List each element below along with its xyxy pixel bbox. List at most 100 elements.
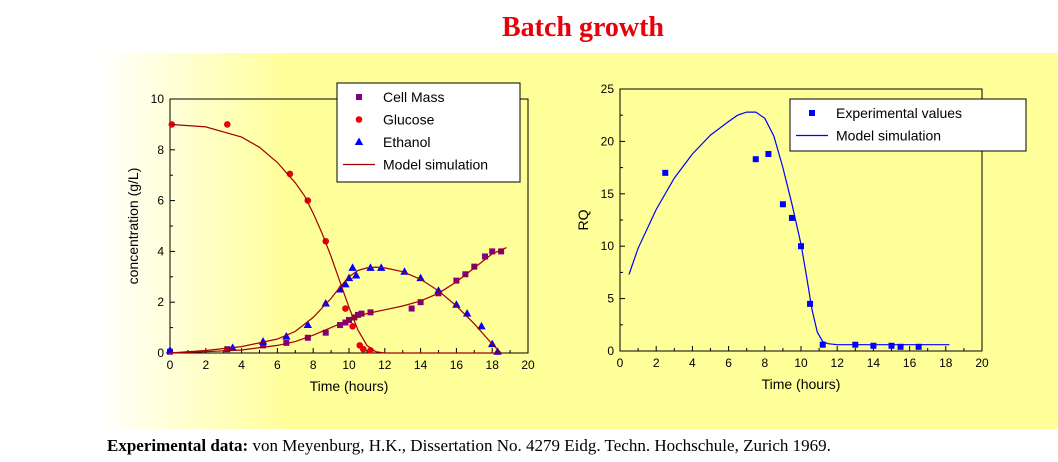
y-tick-label: 8 bbox=[157, 143, 164, 157]
rq-chart: 0 2 4 6 8 10 12 14 16 18 20 0 5 10 15 20 25 Time (hours) R… bbox=[575, 82, 1027, 392]
x-tick-label: 10 bbox=[342, 358, 356, 372]
cell-mass-point bbox=[498, 248, 505, 255]
ethanol-point bbox=[335, 285, 345, 293]
ethanol-point bbox=[452, 300, 461, 308]
cell-mass-point bbox=[489, 248, 496, 255]
glucose-point bbox=[349, 323, 356, 330]
x-axis-label: Time (hours) bbox=[762, 376, 841, 392]
legend-swatch-experimental-values bbox=[809, 110, 815, 116]
x-tick-label: 4 bbox=[689, 356, 696, 370]
experimental-values-point bbox=[870, 342, 877, 349]
x-tick-label: 14 bbox=[414, 358, 428, 372]
ethanol-point bbox=[165, 345, 175, 354]
chart-panel: 0 2 4 6 8 10 12 14 16 18 20 0 2 4 6 8 10 Time (hours) conc… bbox=[97, 53, 1058, 429]
experimental-values-point bbox=[819, 341, 826, 348]
y-tick-label: 4 bbox=[157, 244, 164, 258]
x-tick-label: 8 bbox=[310, 358, 317, 372]
legend-label-experimental-values: Experimental values bbox=[836, 105, 962, 121]
concentration-chart: 0 2 4 6 8 10 12 14 16 18 20 0 2 4 6 8 10 Time (hours) conc… bbox=[125, 82, 535, 394]
legend-label-model-simulation: Model simulation bbox=[836, 128, 941, 144]
experimental-values-point bbox=[779, 201, 786, 208]
x-tick-label: 0 bbox=[617, 356, 624, 370]
footer-text: von Meyenburg, H.K., Dissertation No. 42… bbox=[252, 436, 831, 455]
legend-label-ethanol: Ethanol bbox=[383, 134, 430, 150]
cell-mass-point bbox=[342, 319, 349, 326]
y-tick-label: 2 bbox=[157, 295, 164, 309]
x-tick-label: 6 bbox=[725, 356, 732, 370]
footer-citation: Experimental data: von Meyenburg, H.K., … bbox=[107, 436, 831, 456]
x-tick-label: 18 bbox=[939, 356, 953, 370]
x-tick-label: 16 bbox=[903, 356, 917, 370]
x-tick-label: 18 bbox=[486, 358, 500, 372]
x-tick-label: 12 bbox=[831, 356, 845, 370]
x-tick-label: 8 bbox=[761, 356, 768, 370]
x-tick-label: 4 bbox=[238, 358, 245, 372]
y-tick-label: 25 bbox=[601, 82, 615, 96]
x-tick-label: 20 bbox=[975, 356, 989, 370]
experimental-values-point bbox=[888, 342, 895, 349]
ethanol-point bbox=[341, 279, 350, 288]
x-tick-label: 2 bbox=[202, 358, 209, 372]
y-tick-label: 6 bbox=[157, 194, 164, 208]
experimental-values-point bbox=[752, 156, 759, 163]
x-tick-label: 20 bbox=[521, 358, 535, 372]
experimental-values-point bbox=[807, 300, 814, 307]
cell-mass-point bbox=[471, 263, 478, 270]
ethanol-point bbox=[351, 271, 361, 279]
ethanol-point bbox=[416, 273, 425, 282]
x-tick-label: 10 bbox=[794, 356, 808, 370]
x-tick-label: 12 bbox=[378, 358, 392, 372]
cell-mass-point bbox=[304, 334, 311, 341]
cell-mass-point bbox=[453, 277, 460, 284]
model-simulation-curve bbox=[628, 111, 950, 346]
y-axis-label: RQ bbox=[575, 209, 591, 230]
cell-mass-point bbox=[337, 322, 344, 329]
legend-label-model-simulation: Model simulation bbox=[383, 157, 488, 173]
cell-mass-point bbox=[354, 311, 361, 318]
page-title: Batch growth bbox=[501, 12, 665, 43]
y-tick-label: 10 bbox=[601, 239, 615, 253]
cell-mass-point bbox=[260, 342, 267, 349]
experimental-values-point bbox=[897, 343, 904, 350]
cell-mass-point bbox=[283, 339, 290, 346]
y-tick-label: 0 bbox=[607, 344, 614, 358]
model-simulation-curve bbox=[169, 247, 507, 354]
y-axis-label: concentration (g/L) bbox=[125, 168, 141, 285]
x-tick-label: 0 bbox=[167, 358, 174, 372]
x-tick-label: 16 bbox=[450, 358, 464, 372]
legend-swatch-cell-mass bbox=[356, 94, 362, 100]
ethanol-point bbox=[477, 321, 486, 330]
cell-mass-point bbox=[408, 305, 415, 312]
cell-mass-point bbox=[417, 299, 424, 306]
experimental-values-point bbox=[915, 343, 922, 350]
model-simulation-curve bbox=[169, 266, 502, 354]
x-tick-label: 2 bbox=[653, 356, 660, 370]
legend-label-cell-mass: Cell Mass bbox=[383, 89, 444, 105]
legend-swatch-ethanol bbox=[354, 137, 364, 145]
x-tick-label: 14 bbox=[867, 356, 881, 370]
cell-mass-point bbox=[482, 253, 489, 260]
x-tick-label: 6 bbox=[274, 358, 281, 372]
cell-mass-point bbox=[358, 310, 365, 317]
glucose-point bbox=[360, 345, 367, 353]
ethanol-point bbox=[303, 320, 313, 329]
y-tick-label: 10 bbox=[151, 92, 165, 106]
y-tick-label: 0 bbox=[157, 346, 164, 360]
experimental-values-point bbox=[788, 214, 795, 221]
x-axis-label: Time (hours) bbox=[310, 378, 389, 394]
ethanol-point bbox=[321, 298, 330, 307]
footer-label: Experimental data: bbox=[107, 436, 249, 455]
ethanol-point bbox=[348, 263, 357, 271]
glucose-point bbox=[223, 121, 231, 128]
y-tick-label: 5 bbox=[607, 292, 614, 306]
legend-swatch-glucose bbox=[355, 116, 363, 123]
cell-mass-point bbox=[322, 329, 329, 336]
cell-mass-point bbox=[224, 346, 231, 353]
y-tick-label: 15 bbox=[601, 187, 615, 201]
model-simulation-curve bbox=[169, 123, 502, 354]
experimental-values-point bbox=[662, 169, 669, 176]
legend-box bbox=[336, 82, 521, 183]
legend-box bbox=[789, 98, 1027, 152]
glucose-point bbox=[342, 305, 349, 312]
